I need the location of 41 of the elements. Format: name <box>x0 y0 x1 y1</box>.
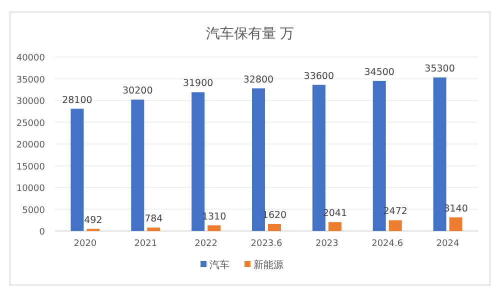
x-tick-label: 2022 <box>194 239 218 249</box>
data-label: 28100 <box>62 94 92 106</box>
data-label: 784 <box>144 214 163 225</box>
chart-title: 汽车保有量 万 <box>206 26 294 42</box>
bar <box>433 77 446 231</box>
bar <box>312 84 326 231</box>
legend-label: 新能源 <box>254 259 284 271</box>
bar <box>449 217 462 231</box>
data-label: 30200 <box>122 86 153 97</box>
bar <box>147 228 160 231</box>
bar <box>208 225 221 231</box>
y-tick-label: 15000 <box>16 162 46 172</box>
data-label: 34500 <box>364 66 394 78</box>
y-tick-label: 20000 <box>16 140 46 150</box>
x-tick-label: 2024 <box>436 239 460 249</box>
y-tick-label: 30000 <box>16 97 46 107</box>
x-tick-label: 2024.6 <box>372 239 404 249</box>
x-tick-label: 2020 <box>74 239 97 249</box>
bar <box>70 108 84 231</box>
y-tick-label: 35000 <box>16 75 46 86</box>
y-tick-label: 40000 <box>16 54 46 64</box>
bar <box>131 100 144 231</box>
data-label: 31900 <box>182 78 214 90</box>
y-tick-label: 0 <box>39 228 46 238</box>
bar <box>268 224 281 231</box>
x-tick-label: 2023 <box>315 239 338 249</box>
bar <box>372 80 386 231</box>
bar <box>252 88 265 231</box>
data-label: 33600 <box>304 70 334 82</box>
bar <box>192 92 205 231</box>
data-label: 32800 <box>243 74 274 86</box>
data-label: 492 <box>84 214 102 226</box>
y-tick-label: 5000 <box>22 206 46 216</box>
x-tick-label: 2021 <box>134 239 158 249</box>
bar <box>328 222 342 231</box>
legend-label: 汽车 <box>210 259 230 271</box>
data-label: 35300 <box>424 63 455 74</box>
bar <box>388 220 402 231</box>
y-tick-label: 10000 <box>16 184 46 194</box>
x-tick-label: 2023.6 <box>250 239 283 249</box>
y-tick-label: 25000 <box>16 118 46 129</box>
